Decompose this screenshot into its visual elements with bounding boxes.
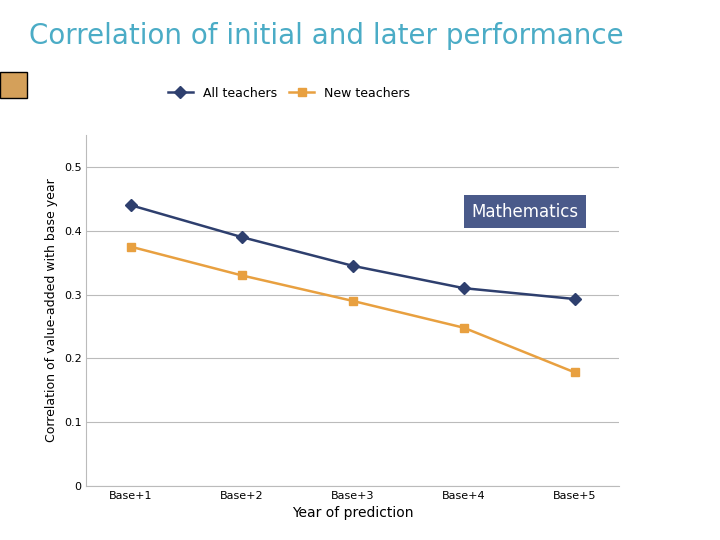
Text: 27: 27 bbox=[5, 79, 22, 92]
Legend: All teachers, New teachers: All teachers, New teachers bbox=[163, 82, 415, 105]
All teachers bbox=[570, 296, 579, 302]
New teachers bbox=[348, 298, 357, 304]
New teachers bbox=[459, 325, 468, 331]
FancyBboxPatch shape bbox=[0, 72, 27, 98]
X-axis label: Year of prediction: Year of prediction bbox=[292, 507, 413, 521]
All teachers bbox=[348, 262, 357, 269]
Line: All teachers: All teachers bbox=[127, 201, 579, 303]
Text: Mathematics: Mathematics bbox=[472, 202, 578, 220]
Text: Correlation of initial and later performance: Correlation of initial and later perform… bbox=[29, 22, 624, 50]
New teachers bbox=[238, 272, 246, 279]
All teachers bbox=[459, 285, 468, 292]
New teachers bbox=[127, 244, 135, 250]
All teachers bbox=[127, 202, 135, 208]
New teachers bbox=[570, 369, 579, 376]
Y-axis label: Correlation of value-added with base year: Correlation of value-added with base yea… bbox=[45, 179, 58, 442]
All teachers bbox=[238, 234, 246, 240]
Line: New teachers: New teachers bbox=[127, 242, 579, 376]
